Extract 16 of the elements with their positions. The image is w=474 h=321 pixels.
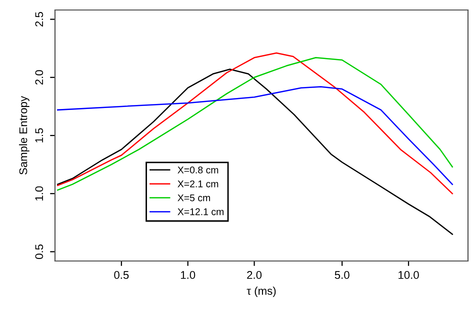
y-tick-label: 2.0 — [35, 70, 44, 85]
x-axis-title: τ (ms) — [246, 286, 276, 297]
legend-label: X=0.8 cm — [178, 166, 218, 174]
x-tick-label: 10.0 — [398, 271, 419, 279]
x-tick-label: 0.5 — [114, 271, 129, 279]
x-tick-label: 2.0 — [247, 271, 262, 279]
legend-label: X=12.1 cm — [178, 208, 224, 216]
y-tick-label: 1.0 — [35, 186, 44, 200]
y-tick-label: 1.5 — [35, 128, 44, 142]
x-tick-label: 5.0 — [334, 271, 350, 279]
legend-label: X=2.1 cm — [178, 180, 218, 188]
y-tick-label: 0.5 — [35, 244, 44, 259]
x-tick-label: 1.0 — [180, 271, 196, 279]
legend-label: X=5 cm — [178, 194, 210, 202]
y-tick-label: 2.5 — [35, 12, 44, 26]
y-axis-title: Sample Entropy — [19, 96, 30, 175]
